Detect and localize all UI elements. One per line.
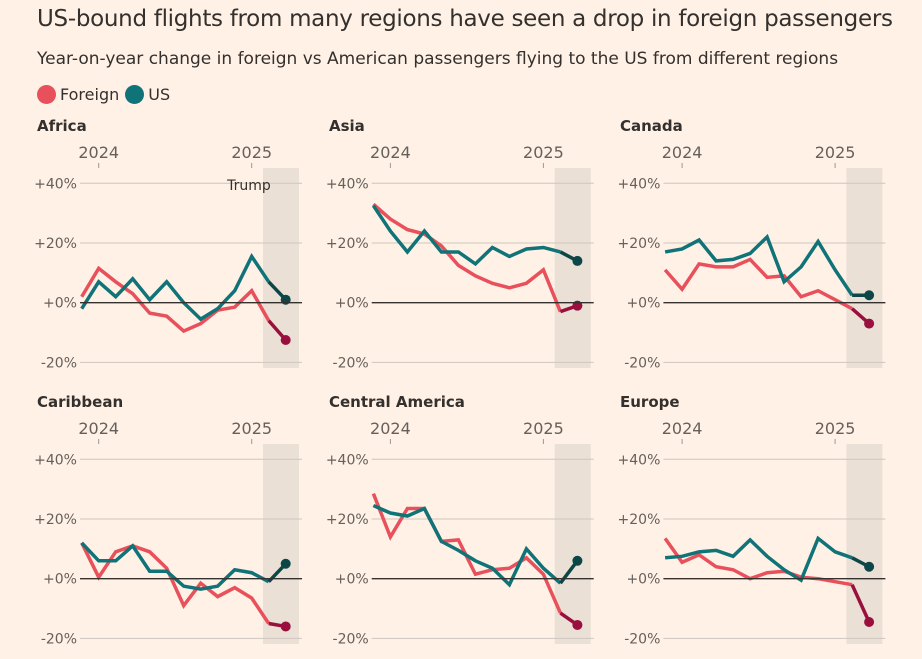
panel-title-caribbean: Caribbean <box>37 393 124 411</box>
series-line-foreign <box>80 265 271 334</box>
y-tick-label: +40% <box>34 452 77 468</box>
panel-caribbean: +40% +20% +0% -20% 2024 2025 <box>34 419 302 647</box>
x-tick-label: 2025 <box>523 419 564 438</box>
x-tick-label: 2025 <box>231 419 272 438</box>
panel-canada: +40% +20% +0% -20% 2024 2025 <box>618 143 886 371</box>
series-line-us <box>371 204 561 267</box>
panel-title-asia: Asia <box>329 117 365 135</box>
legend-label-foreign: Foreign <box>60 85 120 104</box>
legend-swatch-us <box>125 85 145 104</box>
y-tick-label: +0% <box>335 296 369 312</box>
series-latest-point-us <box>864 290 875 301</box>
series-line-us <box>80 541 270 591</box>
chart-title: US-bound flights from many regions have … <box>37 6 893 32</box>
y-tick-label: +40% <box>618 176 661 192</box>
y-tick-label: +40% <box>34 176 77 192</box>
series-latest-point-us <box>864 561 875 572</box>
series-latest-point-us <box>572 255 583 266</box>
panel-title-canada: Canada <box>620 117 683 135</box>
panel-africa: +40% +20% +0% -20% 2024 2025 Trump <box>34 143 302 371</box>
y-tick-label: +20% <box>34 512 77 528</box>
y-tick-label: +0% <box>43 296 77 312</box>
panel-title-africa: Africa <box>37 117 87 135</box>
x-tick-label: 2025 <box>231 143 272 162</box>
series-latest-point-us <box>280 558 291 569</box>
y-tick-label: -20% <box>333 631 369 647</box>
series-latest-point-foreign <box>864 318 875 329</box>
y-tick-label: +20% <box>326 512 369 528</box>
post-trump-shading <box>846 168 883 368</box>
series-latest-point-foreign <box>864 616 875 627</box>
legend-swatch-foreign <box>37 85 56 104</box>
panel-title-europe: Europe <box>620 393 680 411</box>
post-trump-shading <box>263 168 299 368</box>
legend: Foreign US <box>37 85 176 104</box>
y-tick-label: +40% <box>326 176 369 192</box>
y-tick-label: +0% <box>626 296 660 312</box>
y-tick-label: +0% <box>335 572 369 588</box>
x-tick-label: 2024 <box>662 419 703 438</box>
series-latest-segment-foreign <box>850 583 871 623</box>
y-tick-label: -20% <box>624 631 660 647</box>
y-tick-label: -20% <box>41 355 77 371</box>
y-tick-label: +40% <box>326 452 369 468</box>
y-tick-label: -20% <box>624 355 660 371</box>
y-tick-label: -20% <box>41 631 77 647</box>
y-tick-label: +0% <box>43 572 77 588</box>
x-tick-label: 2024 <box>78 419 119 438</box>
legend-item-foreign: Foreign <box>37 85 119 104</box>
post-trump-shading <box>263 444 299 644</box>
x-tick-label: 2024 <box>370 419 411 438</box>
series-line-foreign <box>80 542 271 625</box>
x-tick-label: 2025 <box>523 143 564 162</box>
series-line-foreign <box>372 202 563 313</box>
x-tick-label: 2024 <box>78 143 119 162</box>
x-tick-label: 2025 <box>815 143 856 162</box>
y-tick-label: +40% <box>618 452 661 468</box>
y-tick-label: +20% <box>326 236 369 252</box>
x-tick-label: 2025 <box>815 419 856 438</box>
y-tick-label: +20% <box>618 236 661 252</box>
chart-subtitle: Year-on-year change in foreign vs Americ… <box>37 49 839 69</box>
x-tick-label: 2024 <box>662 143 703 162</box>
trump-annotation: Trump <box>226 178 271 194</box>
post-trump-shading <box>554 168 591 368</box>
series-line-us <box>664 535 853 583</box>
series-line-us <box>664 233 854 297</box>
panel-europe: +40% +20% +0% -20% 2024 2025 <box>618 419 886 647</box>
panel-title-central-america: Central America <box>329 393 465 411</box>
y-tick-label: -20% <box>333 355 369 371</box>
series-line-us <box>372 503 562 588</box>
series-line-foreign <box>663 257 853 311</box>
legend-label-us: US <box>148 85 171 104</box>
legend-item-us: US <box>125 85 170 104</box>
series-latest-point-foreign <box>280 621 291 632</box>
panel-asia: +40% +20% +0% -20% 2024 2025 <box>326 143 594 371</box>
y-tick-label: +0% <box>626 572 660 588</box>
panel-central-america: +40% +20% +0% -20% 2024 2025 <box>326 419 594 647</box>
series-line-us <box>80 252 271 322</box>
series-latest-point-foreign <box>572 619 583 630</box>
y-tick-label: +20% <box>618 512 661 528</box>
y-tick-label: +20% <box>34 236 77 252</box>
series-latest-point-us <box>572 555 583 566</box>
series-line-foreign <box>663 537 853 587</box>
x-tick-label: 2024 <box>370 143 411 162</box>
series-latest-point-foreign <box>280 335 291 346</box>
